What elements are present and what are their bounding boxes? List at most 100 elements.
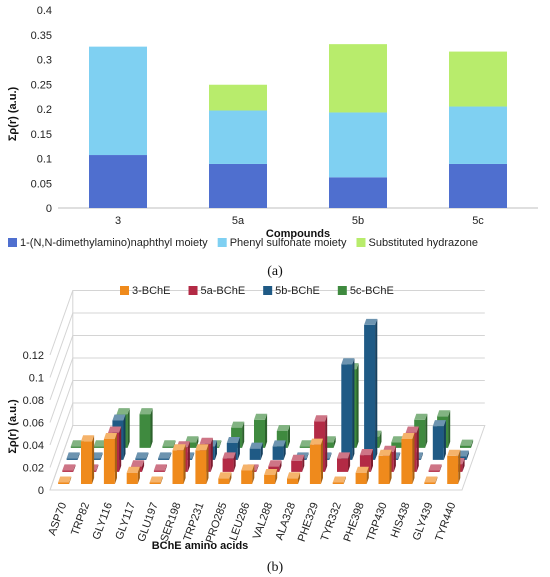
bar-front	[272, 446, 284, 460]
bar-top	[428, 464, 442, 471]
bar-front	[153, 470, 165, 472]
x-tick-label: 5a	[232, 215, 245, 227]
bar-5b-bche-tyr332	[341, 358, 355, 460]
y-tick-label: 0.4	[37, 5, 52, 17]
x-tick-label: SER198	[158, 501, 183, 544]
legend-swatch	[188, 286, 198, 295]
bar-side	[173, 440, 176, 448]
x-tick-label: GLY116	[91, 501, 116, 542]
bar-front	[70, 446, 82, 448]
bar-side	[123, 414, 126, 460]
bar-side	[458, 449, 461, 484]
bar-top	[309, 438, 323, 445]
x-tick-label: GLY439	[411, 501, 436, 542]
bar-side	[306, 452, 309, 460]
y-tick-label: 0	[46, 203, 52, 215]
bar-side	[416, 426, 419, 472]
bar-top	[93, 440, 107, 447]
bar-front	[332, 482, 344, 484]
bar-3-bche-his438	[401, 433, 415, 484]
bar-side	[137, 466, 140, 484]
legend-swatch	[217, 238, 227, 247]
y-tick-label: 0.05	[31, 178, 52, 190]
x-tick-label: PHE398	[342, 501, 367, 544]
bar-3-bche-asp70	[58, 476, 72, 484]
bar-front	[364, 324, 376, 460]
bar-5b-bche-phe398	[364, 318, 378, 460]
bar-5a-bche-ala328	[291, 454, 305, 472]
bar-top	[70, 440, 84, 447]
bar-side	[329, 452, 332, 460]
bar-side	[412, 433, 415, 484]
bar-top	[131, 460, 145, 467]
bar-top	[226, 437, 240, 443]
x-tick-label: TRP430	[365, 501, 390, 543]
x-tick-label: PRO285	[204, 501, 230, 545]
bar-top	[391, 436, 405, 443]
bar-front	[135, 458, 147, 460]
bar-3-bche-pro285	[218, 472, 232, 484]
bar-side	[352, 358, 355, 460]
bar-side	[206, 444, 209, 484]
x-tick-label: GLU197	[136, 501, 161, 544]
bar-5b-bche-gly439	[432, 420, 446, 460]
bar-top	[460, 439, 474, 446]
bar-5a-bche-tyr332	[337, 452, 351, 472]
bar-top	[264, 469, 278, 475]
bar-top	[355, 466, 369, 473]
bar-phenyl-sulfonate-moiety-3	[89, 46, 147, 156]
gridline	[49, 357, 485, 423]
bar-side	[127, 408, 130, 448]
bar-front	[139, 414, 151, 448]
bar-top	[405, 426, 419, 433]
bar-side	[260, 442, 263, 460]
bar-side	[92, 435, 95, 484]
bar-side	[287, 425, 290, 448]
bar-side	[219, 440, 222, 448]
bar-3-bche-gly116	[103, 433, 117, 484]
bar-top	[66, 452, 80, 459]
bar-5a-bche-asp70	[62, 464, 76, 472]
bar-top	[276, 425, 290, 431]
bar-3-bche-ser198	[172, 444, 186, 484]
bar-front	[81, 441, 92, 484]
x-tick-label: 3	[115, 215, 121, 227]
bar-side	[256, 464, 259, 472]
bar-top	[364, 318, 378, 325]
bar-3-bche-trp82	[81, 435, 95, 484]
bar-side	[210, 437, 213, 472]
bars	[58, 318, 474, 484]
bar-front	[195, 450, 207, 484]
x-axis-title: BChE amino acids	[152, 540, 249, 552]
bar-5a-bche-gly439	[428, 464, 442, 472]
bar-side	[164, 464, 167, 472]
gridline	[49, 335, 485, 401]
bar-3-bche-val288	[264, 469, 278, 484]
bar-side	[265, 413, 268, 448]
bar-phenyl-sulfonate-moiety-5c	[449, 106, 507, 164]
x-tick-label: TYR332	[319, 501, 344, 543]
bar-top	[447, 449, 461, 456]
y-axis-title: Σρ(r) (a.u.)	[7, 399, 19, 454]
bar-side	[77, 452, 80, 460]
bar-side	[356, 363, 359, 448]
panel-label-a: (a)	[267, 264, 283, 279]
bar-side	[425, 413, 428, 448]
y-tick-label: 0.06	[23, 418, 44, 430]
y-tick-label: 0.08	[23, 395, 44, 407]
bar-top	[172, 444, 186, 451]
x-tick-label: TYR440	[433, 501, 458, 543]
bar-side	[379, 430, 382, 448]
bar-side	[69, 476, 72, 484]
legend-swatch	[263, 286, 273, 295]
y-tick-label: 0.1	[37, 154, 52, 166]
x-tick-label: GLY117	[113, 501, 138, 542]
bar-side	[389, 449, 392, 484]
bar-front	[309, 444, 321, 484]
bar-front	[222, 458, 234, 472]
legend-label: 5c-BChE	[350, 285, 394, 297]
legend-swatch	[120, 286, 129, 295]
bar-phenyl-sulfonate-moiety-5b	[329, 112, 387, 178]
bar-side	[114, 433, 117, 484]
